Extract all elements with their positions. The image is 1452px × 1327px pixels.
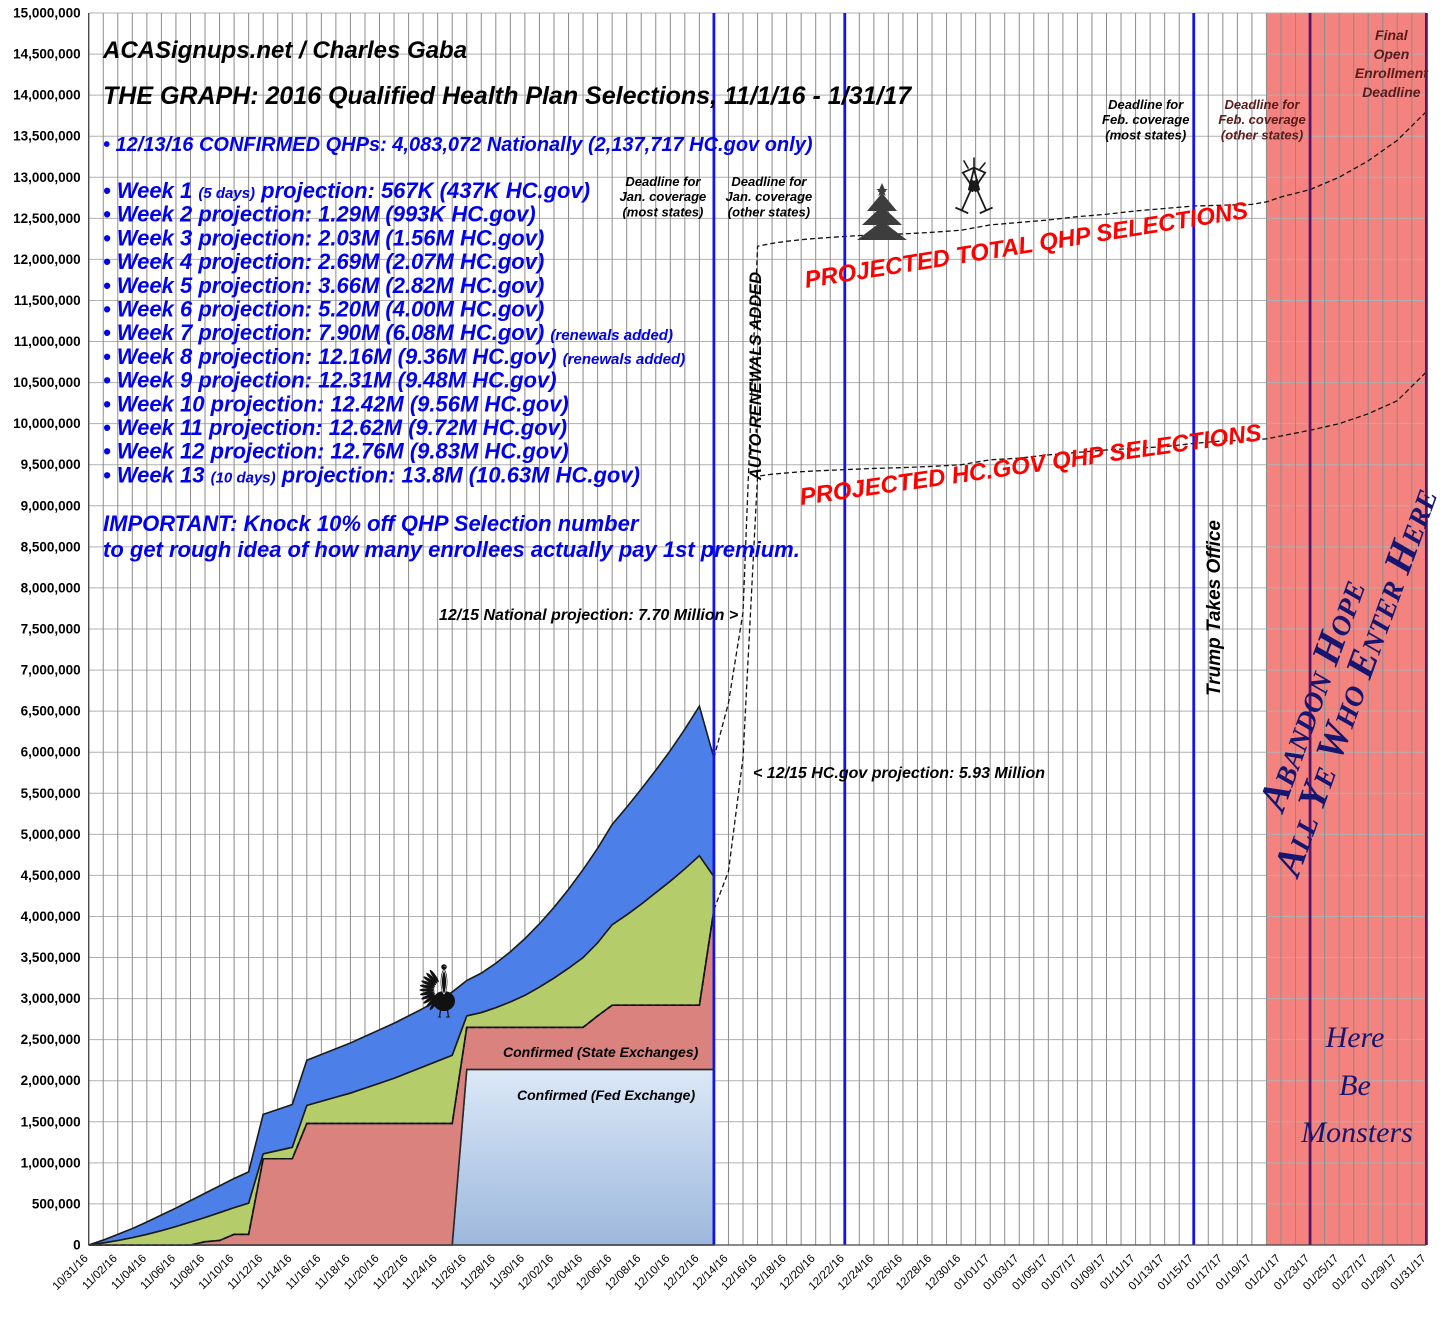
svg-text:• 12/13/16 CONFIRMED QHPs: 4,0: • 12/13/16 CONFIRMED QHPs: 4,083,072 Nat… <box>103 134 813 156</box>
svg-text:(other states): (other states) <box>728 204 810 219</box>
svg-text:14,000,000: 14,000,000 <box>13 88 81 103</box>
svg-text:15,000,000: 15,000,000 <box>13 6 81 21</box>
svg-text:0: 0 <box>73 1238 81 1253</box>
svg-text:(most states): (most states) <box>1105 127 1186 142</box>
svg-text:IMPORTANT: Knock 10% off QHP S: IMPORTANT: Knock 10% off QHP Selection n… <box>103 511 640 536</box>
svg-text:7,000,000: 7,000,000 <box>21 663 81 678</box>
svg-text:• Week 10 projection: 12.42M (: • Week 10 projection: 12.42M (9.56M HC.g… <box>103 391 569 416</box>
svg-text:14,500,000: 14,500,000 <box>13 47 81 62</box>
svg-text:• Week 2 projection: 1.29M (99: • Week 2 projection: 1.29M (993K HC.gov) <box>103 202 536 227</box>
svg-text:9,500,000: 9,500,000 <box>21 457 81 472</box>
svg-text:13,000,000: 13,000,000 <box>13 170 81 185</box>
svg-text:• Week 6 projection: 5.20M (4.: • Week 6 projection: 5.20M (4.00M HC.gov… <box>103 297 544 322</box>
svg-text:5,000,000: 5,000,000 <box>21 827 81 842</box>
svg-text:1,500,000: 1,500,000 <box>21 1114 81 1129</box>
svg-text:THE GRAPH: 2016 Qualified Heal: THE GRAPH: 2016 Qualified Health Plan Se… <box>103 82 912 110</box>
svg-text:6,500,000: 6,500,000 <box>21 704 81 719</box>
svg-text:Be: Be <box>1339 1069 1371 1102</box>
svg-text:1,000,000: 1,000,000 <box>21 1155 81 1170</box>
svg-text:13,500,000: 13,500,000 <box>13 129 81 144</box>
svg-text:• Week 5 projection: 3.66M (2.: • Week 5 projection: 3.66M (2.82M HC.gov… <box>103 273 544 298</box>
svg-text:AUTO-RENEWALS ADDED: AUTO-RENEWALS ADDED <box>747 272 765 481</box>
svg-text:Deadline for: Deadline for <box>625 174 701 189</box>
svg-text:• Week 11 projection: 12.62M (: • Week 11 projection: 12.62M (9.72M HC.g… <box>103 415 567 440</box>
svg-text:4,500,000: 4,500,000 <box>21 868 81 883</box>
svg-text:Open: Open <box>1373 46 1409 62</box>
svg-text:• Week 4 projection: 2.69M (2.: • Week 4 projection: 2.69M (2.07M HC.gov… <box>103 249 544 274</box>
svg-text:12,000,000: 12,000,000 <box>13 252 81 267</box>
svg-text:Deadline for: Deadline for <box>731 174 807 189</box>
svg-text:10,500,000: 10,500,000 <box>13 375 81 390</box>
svg-text:• Week 9 projection: 12.31M (9: • Week 9 projection: 12.31M (9.48M HC.go… <box>103 368 557 393</box>
svg-text:9,000,000: 9,000,000 <box>21 498 81 513</box>
svg-text:Monsters: Monsters <box>1300 1116 1413 1149</box>
svg-text:• Week 13 (10 days) projection: • Week 13 (10 days) projection: 13.8M (1… <box>103 462 640 487</box>
svg-text:Confirmed (Fed Exchange): Confirmed (Fed Exchange) <box>517 1087 695 1103</box>
svg-text:3,000,000: 3,000,000 <box>21 991 81 1006</box>
svg-text:2,000,000: 2,000,000 <box>21 1073 81 1088</box>
svg-text:11,000,000: 11,000,000 <box>14 334 81 349</box>
svg-text:Here: Here <box>1325 1021 1385 1054</box>
svg-text:12,500,000: 12,500,000 <box>13 211 81 226</box>
svg-text:Jan. coverage: Jan. coverage <box>620 189 707 204</box>
svg-text:7,500,000: 7,500,000 <box>21 622 81 637</box>
svg-text:• Week 1 (5 days) projection:: • Week 1 (5 days) projection: 567K (437K… <box>103 178 590 203</box>
svg-text:11,500,000: 11,500,000 <box>14 293 81 308</box>
svg-text:5,500,000: 5,500,000 <box>21 786 81 801</box>
svg-text:Jan. coverage: Jan. coverage <box>726 189 813 204</box>
svg-text:(most states): (most states) <box>622 204 703 219</box>
svg-text:3,500,000: 3,500,000 <box>21 950 81 965</box>
svg-text:8,500,000: 8,500,000 <box>21 539 81 554</box>
svg-text:Feb. coverage: Feb. coverage <box>1218 112 1305 127</box>
svg-text:Deadline: Deadline <box>1362 84 1421 100</box>
svg-text:10,000,000: 10,000,000 <box>13 416 81 431</box>
svg-text:Deadline for: Deadline for <box>1224 97 1300 112</box>
svg-text:to get rough idea of how many: to get rough idea of how many enrollees … <box>103 537 800 562</box>
svg-text:Deadline for: Deadline for <box>1108 97 1184 112</box>
svg-text:Feb. coverage: Feb. coverage <box>1102 112 1189 127</box>
svg-text:Confirmed (State Exchanges): Confirmed (State Exchanges) <box>503 1044 699 1060</box>
svg-text:Trump Takes Office: Trump Takes Office <box>1204 520 1225 696</box>
svg-text:< 12/15 HC.gov projection: 5.9: < 12/15 HC.gov projection: 5.93 Million <box>753 765 1045 782</box>
svg-text:Enrollment: Enrollment <box>1355 65 1429 81</box>
svg-text:4,000,000: 4,000,000 <box>21 909 81 924</box>
svg-text:(other states): (other states) <box>1221 127 1303 142</box>
svg-text:2,500,000: 2,500,000 <box>21 1032 81 1047</box>
svg-text:• Week 3 projection: 2.03M (1.: • Week 3 projection: 2.03M (1.56M HC.gov… <box>103 225 544 250</box>
svg-text:500,000: 500,000 <box>32 1196 81 1211</box>
svg-text:• Week 12 projection: 12.76M (: • Week 12 projection: 12.76M (9.83M HC.g… <box>103 439 569 464</box>
svg-text:6,000,000: 6,000,000 <box>21 745 81 760</box>
svg-text:ACASignups.net / Charles Gaba: ACASignups.net / Charles Gaba <box>102 37 467 64</box>
svg-text:8,000,000: 8,000,000 <box>21 580 81 595</box>
svg-text:Final: Final <box>1375 27 1409 43</box>
svg-text:12/15 National projection: 7.7: 12/15 National projection: 7.70 Million … <box>439 607 738 624</box>
